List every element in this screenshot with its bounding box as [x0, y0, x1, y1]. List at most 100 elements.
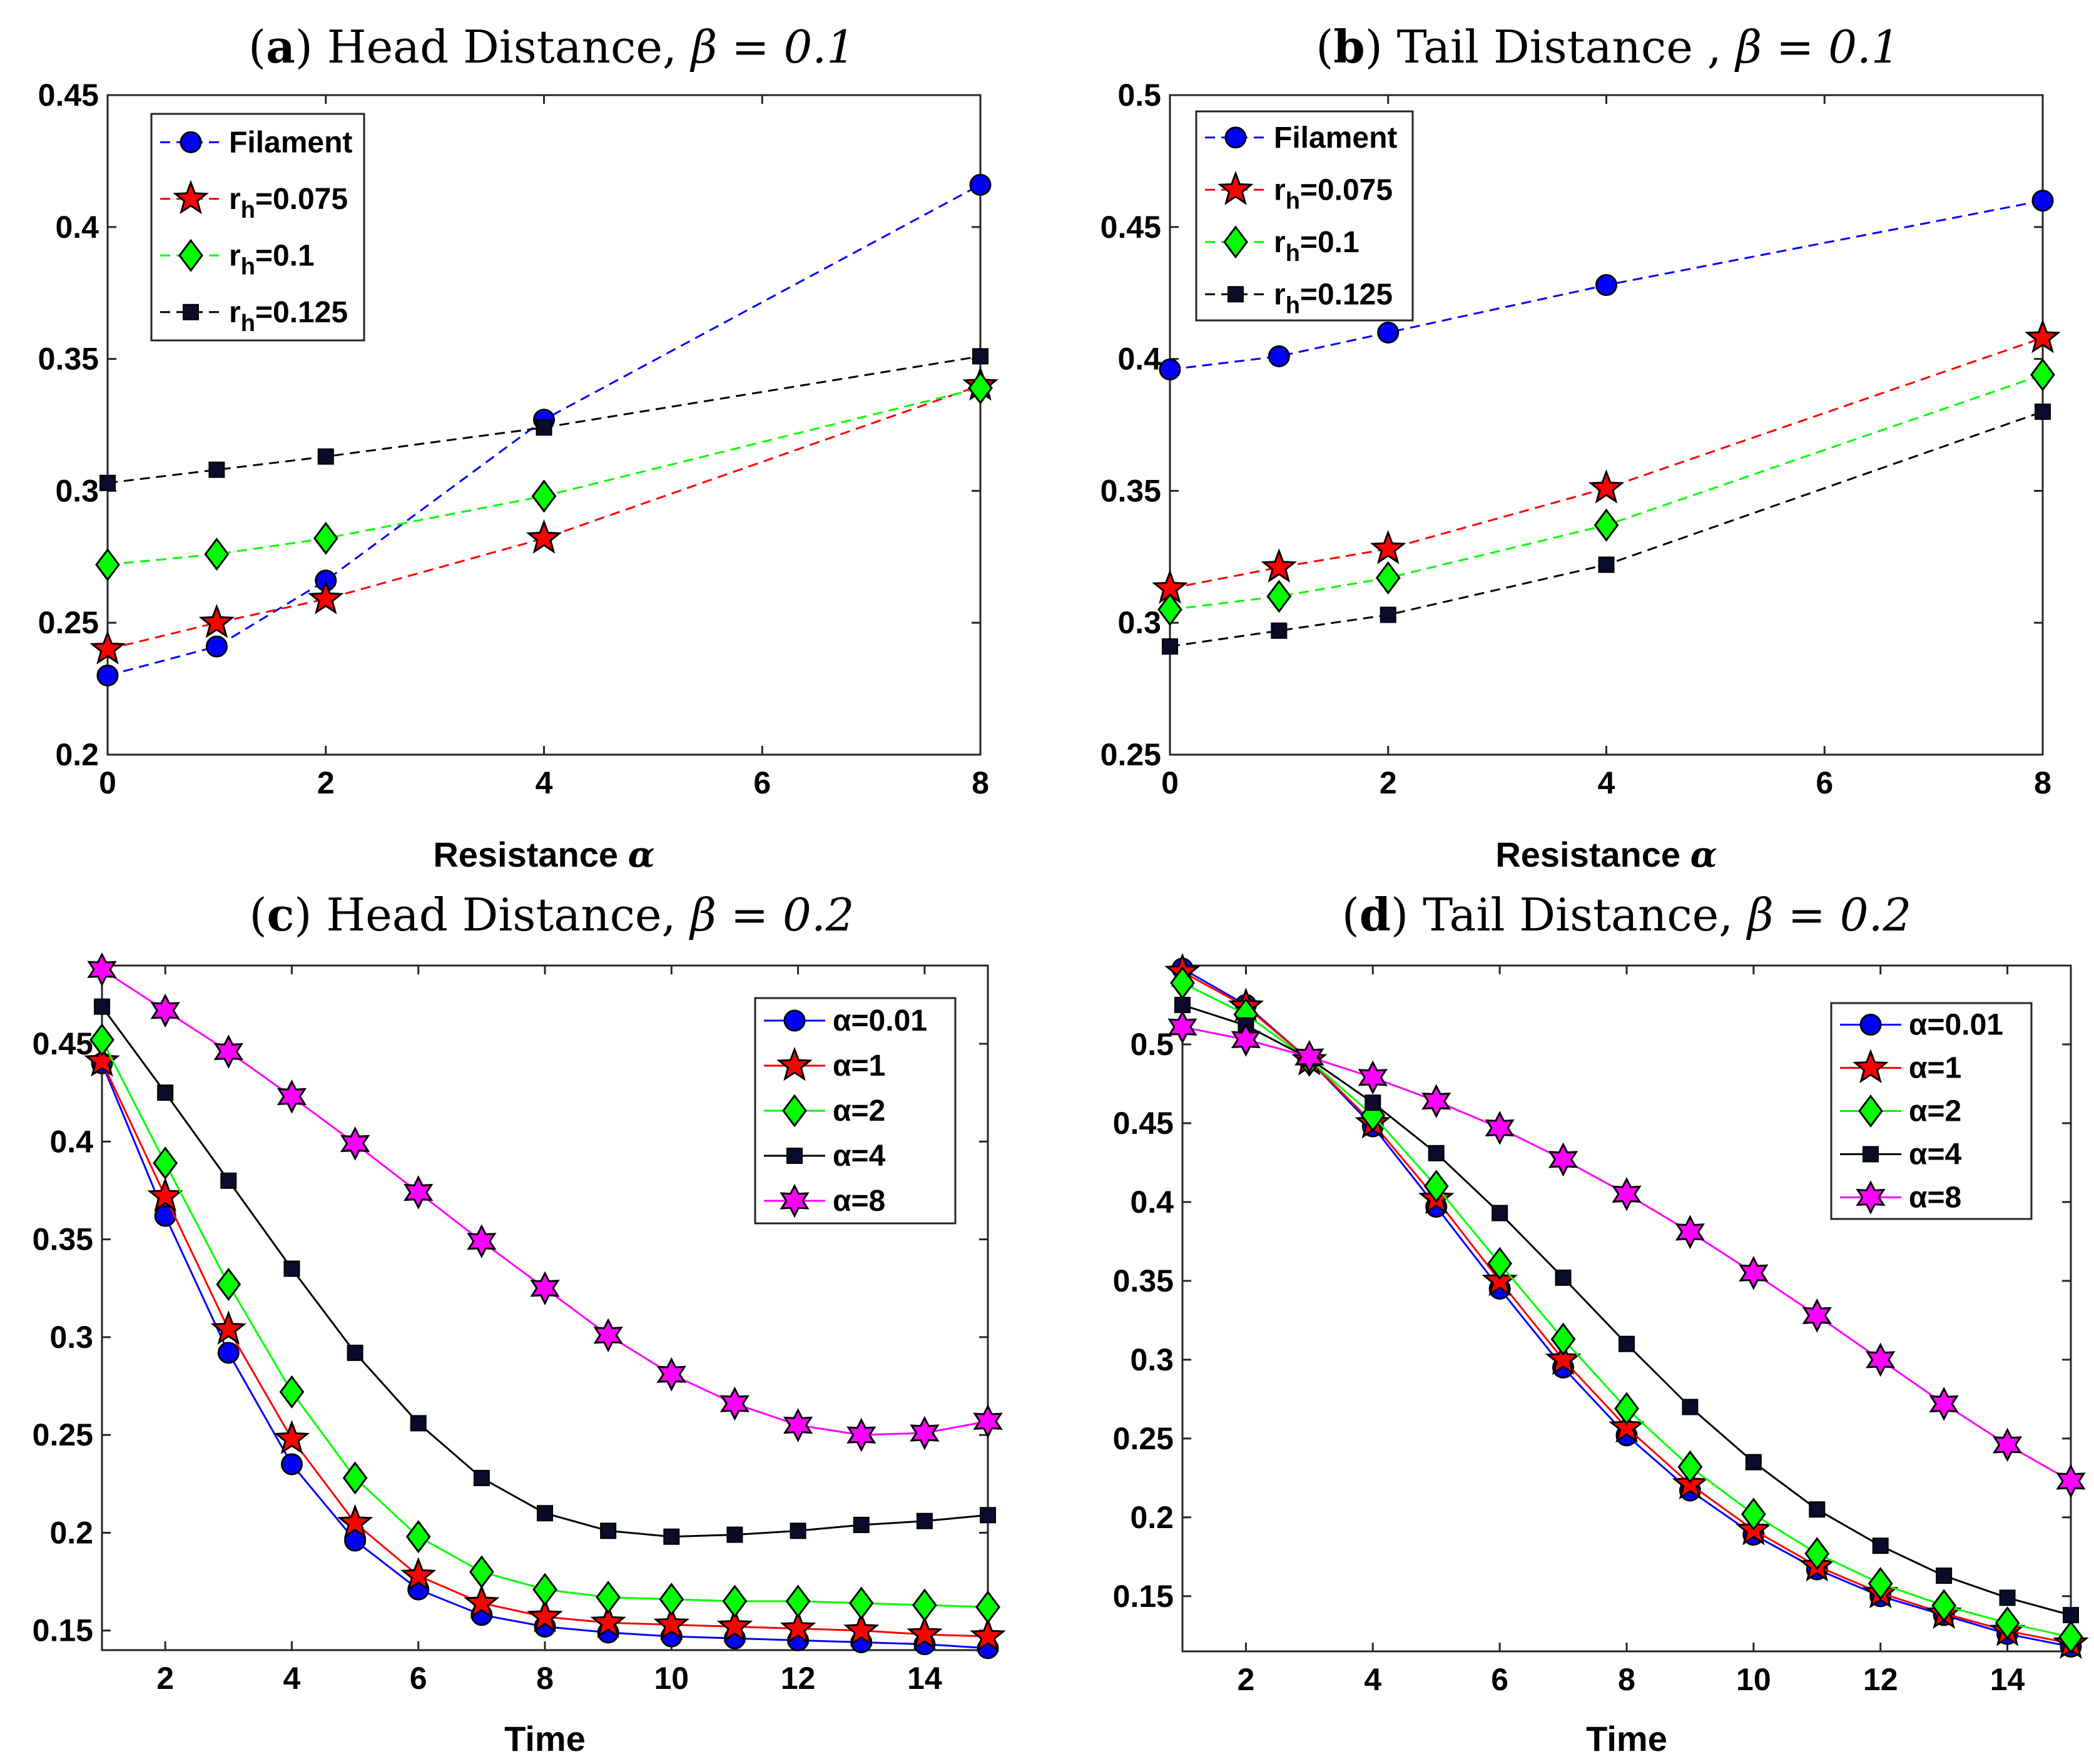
- y-tick-label: 0.45: [38, 78, 99, 113]
- data-point-α=8: [1485, 1111, 1515, 1145]
- x-tick-label: 14: [907, 1661, 942, 1696]
- data-point-r_h=0.1: [313, 521, 338, 555]
- data-point-α=1: [210, 1310, 247, 1345]
- x-tick-label: 6: [1491, 1662, 1508, 1697]
- data-point-r_h=0.125: [1380, 606, 1396, 623]
- data-point-Filament: [1159, 358, 1181, 380]
- data-point-α=8: [1358, 1060, 1388, 1095]
- data-point-α=4: [600, 1522, 617, 1539]
- y-tick-label: 0.45: [33, 1026, 93, 1061]
- x-tick-label: 2: [1380, 765, 1397, 800]
- legend-entry-label: α=8: [833, 1185, 885, 1218]
- chart-panel-b: (b) Tail Distance , β = 0.1 0 2 4 6 8 0.25 0.3 0…: [1100, 20, 2061, 875]
- data-point-α=8: [1421, 1084, 1451, 1118]
- y-tick-label: 0.4: [1117, 342, 1161, 377]
- data-point-α=4: [410, 1415, 427, 1432]
- data-point-α=1: [273, 1420, 310, 1454]
- data-point-α=8: [1548, 1142, 1578, 1177]
- data-point-α=1: [970, 1617, 1006, 1652]
- data-point-r_h=0.075: [1261, 548, 1298, 583]
- legend-marker: [1859, 1014, 1882, 1036]
- data-point-α=2: [89, 1023, 114, 1057]
- legend-marker: [1856, 1180, 1886, 1215]
- title-beta: β = 0.1: [689, 21, 855, 73]
- chart-panel-a: (a) Head Distance, β = 0.1 0 2 4 6 8 0.2 0.25 0.…: [38, 20, 999, 875]
- y-tick-label: 0.25: [33, 1417, 93, 1452]
- chart-title: (d) Tail Distance, β = 0.2: [1342, 888, 1912, 941]
- data-point-α=2: [1804, 1537, 1830, 1571]
- data-point-α=2: [1487, 1247, 1513, 1280]
- title-letter: a: [266, 20, 295, 73]
- legend-entry-label: α=2: [1909, 1095, 1961, 1128]
- data-point-α=2: [342, 1461, 368, 1495]
- data-point-r_h=0.125: [2035, 403, 2051, 420]
- legend-entry-label: rh=0.1: [229, 239, 315, 280]
- data-point-α=4: [853, 1516, 870, 1533]
- data-point-α=4: [220, 1172, 237, 1189]
- data-point-Filament: [1377, 321, 1400, 344]
- data-point-α=4: [157, 1084, 174, 1101]
- data-point-α=4: [283, 1260, 300, 1277]
- title-text: Head Distance,: [312, 889, 690, 941]
- legend: Filament rh=0.075 rh=0.1 rh=0.125: [1195, 110, 1414, 322]
- data-point-r_h=0.1: [95, 548, 120, 581]
- data-point-α=2: [532, 1573, 557, 1606]
- data-point-r_h=0.075: [89, 630, 126, 665]
- series-line-r_h=0.075: [107, 384, 981, 650]
- data-point-α=1: [843, 1611, 880, 1646]
- legend-entry-label: α=1: [1909, 1052, 1961, 1085]
- legend-entry-label: rh=0.125: [229, 296, 348, 337]
- data-point-α=2: [469, 1555, 494, 1589]
- y-tick-label: 0.45: [1113, 1106, 1174, 1141]
- y-tick-label: 0.4: [55, 210, 99, 245]
- data-point-α=1: [527, 1598, 563, 1633]
- data-point-r_h=0.075: [307, 580, 344, 614]
- data-point-r_h=0.075: [1588, 469, 1625, 504]
- y-tick-label: 0.15: [1113, 1579, 1174, 1614]
- y-tick-label: 0.4: [49, 1124, 93, 1159]
- data-point-α=1: [1545, 1340, 1582, 1375]
- data-point-α=4: [1999, 1589, 2016, 1606]
- data-point-α=2: [1550, 1322, 1576, 1356]
- title-paren-close: ): [294, 889, 312, 941]
- data-point-α=4: [1872, 1537, 1889, 1554]
- data-point-α=4: [980, 1507, 996, 1524]
- data-point-α=4: [537, 1505, 553, 1522]
- data-point-α=8: [1675, 1215, 1705, 1250]
- legend-marker: [783, 1009, 806, 1032]
- data-point-α=2: [1995, 1606, 2020, 1640]
- data-point-r_h=0.125: [208, 461, 225, 478]
- data-point-r_h=0.125: [99, 474, 116, 491]
- data-point-α=2: [596, 1581, 621, 1614]
- data-point-r_h=0.125: [972, 348, 989, 365]
- y-tick-label: 0.25: [38, 605, 99, 640]
- data-point-α=8: [213, 1034, 243, 1069]
- data-point-r_h=0.125: [536, 419, 552, 436]
- title-paren-close: ): [1391, 889, 1408, 941]
- data-point-r_h=0.1: [1593, 508, 1619, 542]
- data-point-α=8: [1294, 1039, 1324, 1074]
- data-point-r_h=0.1: [2030, 358, 2055, 392]
- data-point-α=4: [1682, 1399, 1699, 1415]
- data-point-α=1: [907, 1615, 943, 1650]
- legend-marker: [180, 131, 202, 153]
- data-point-α=1: [400, 1556, 437, 1591]
- x-tick-label: 6: [753, 765, 771, 800]
- data-point-r_h=0.125: [1598, 556, 1615, 573]
- data-point-α=2: [975, 1590, 1000, 1624]
- data-point-α=1: [1609, 1408, 1645, 1443]
- data-point-α=8: [277, 1079, 307, 1114]
- data-point-α=4: [1619, 1335, 1635, 1352]
- legend-marker: [173, 180, 209, 215]
- y-tick-label: 0.3: [1117, 605, 1161, 640]
- data-point-r_h=0.075: [1370, 529, 1406, 564]
- x-tick-label: 0: [1161, 765, 1179, 800]
- data-point-α=2: [1423, 1170, 1449, 1203]
- y-tick-label: 0.3: [49, 1320, 93, 1355]
- legend-entry-label: α=0.01: [1909, 1009, 2003, 1042]
- x-tick-label: 12: [1863, 1662, 1898, 1697]
- data-point-r_h=0.125: [1271, 622, 1288, 639]
- series-line-Filament: [1169, 200, 2043, 370]
- data-point-α=8: [1231, 1022, 1261, 1057]
